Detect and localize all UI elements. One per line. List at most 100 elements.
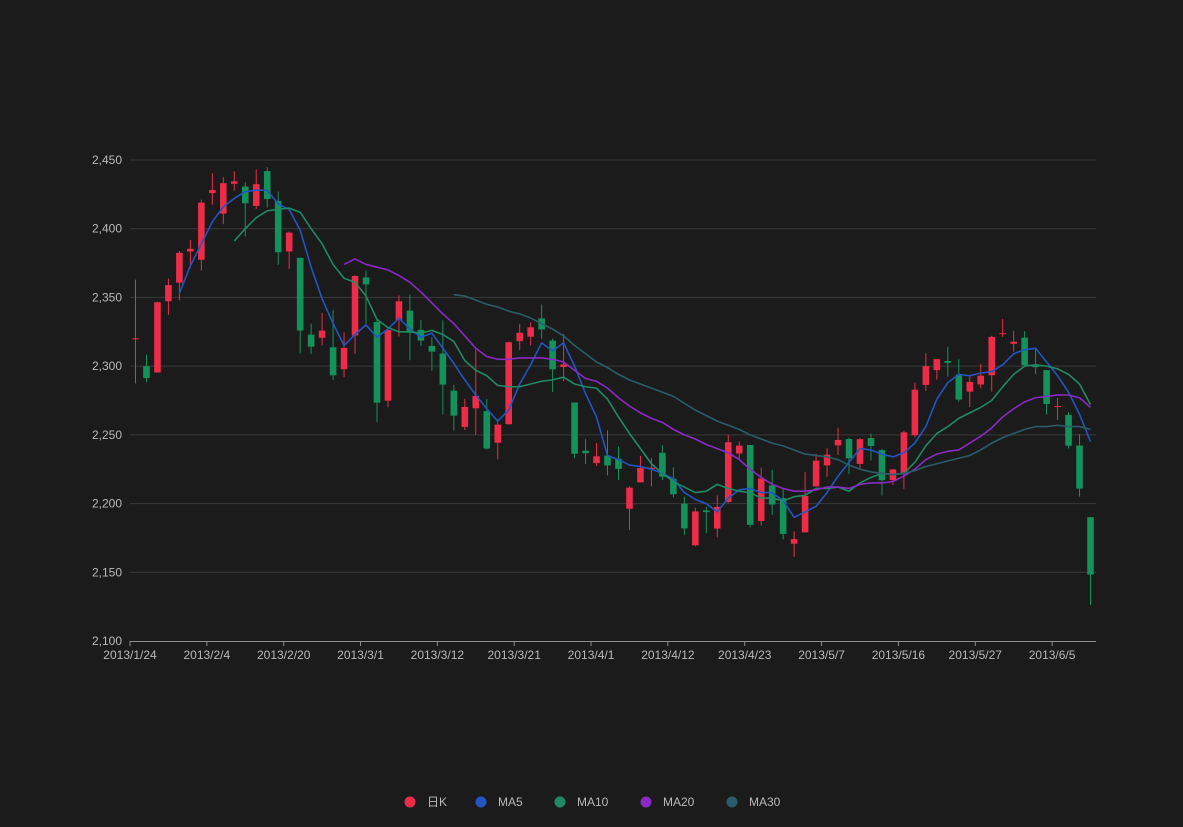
legend-item[interactable]: MA30 — [726, 795, 781, 809]
candle[interactable] — [977, 363, 985, 389]
candle[interactable] — [845, 437, 853, 475]
candle[interactable] — [1010, 330, 1017, 352]
candle[interactable] — [252, 169, 260, 209]
legend[interactable]: 日K MA5 MA10 MA20 MA30 — [404, 795, 781, 809]
candle[interactable] — [955, 359, 963, 402]
candle[interactable] — [571, 402, 578, 459]
x-tick-label: 2013/1/24 — [103, 648, 157, 662]
legend-item[interactable]: 日K — [404, 795, 448, 809]
candle[interactable] — [154, 301, 161, 373]
candle[interactable] — [900, 430, 908, 489]
candle[interactable] — [450, 384, 458, 431]
candle[interactable] — [165, 278, 172, 315]
candle[interactable] — [230, 171, 238, 191]
legend-item[interactable]: MA5 — [475, 795, 524, 809]
candle[interactable] — [856, 438, 864, 469]
candle[interactable] — [626, 486, 633, 531]
candle[interactable] — [143, 354, 150, 383]
candle[interactable] — [428, 337, 436, 371]
candle[interactable] — [878, 448, 886, 496]
candle[interactable] — [692, 507, 699, 547]
candle[interactable] — [329, 310, 337, 381]
candle[interactable] — [351, 275, 359, 354]
legend-item[interactable]: MA10 — [554, 795, 609, 809]
candle[interactable] — [922, 353, 930, 392]
candle[interactable] — [198, 199, 205, 271]
candle[interactable] — [779, 489, 787, 540]
candle[interactable] — [340, 332, 348, 378]
candle[interactable] — [1043, 370, 1050, 415]
candle[interactable] — [790, 531, 798, 557]
candle[interactable] — [318, 312, 326, 346]
candle[interactable] — [670, 467, 677, 498]
candle[interactable] — [406, 294, 414, 361]
y-tick-label: 2,450 — [92, 153, 122, 167]
candle[interactable] — [209, 173, 216, 205]
candle-body — [1010, 341, 1017, 344]
candle-body — [483, 411, 491, 449]
candle[interactable] — [867, 433, 875, 461]
candle-body — [318, 330, 326, 338]
candle[interactable] — [1032, 347, 1039, 375]
candle[interactable] — [933, 358, 941, 380]
candle-body — [812, 460, 820, 487]
candle[interactable] — [812, 454, 820, 487]
candle-body — [944, 360, 952, 363]
series-line-ma30[interactable] — [453, 293, 1091, 476]
candle[interactable] — [461, 398, 469, 431]
candle[interactable] — [801, 472, 809, 533]
candle-body — [977, 375, 985, 385]
candle[interactable] — [472, 349, 480, 435]
candle[interactable] — [1065, 411, 1072, 449]
candle[interactable] — [395, 295, 403, 337]
legend-label: MA10 — [577, 795, 609, 809]
candle[interactable] — [834, 427, 842, 455]
candle-body — [132, 338, 139, 340]
candle[interactable] — [724, 434, 732, 503]
candle[interactable] — [988, 335, 996, 392]
candle[interactable] — [274, 191, 282, 266]
candle[interactable] — [384, 327, 392, 408]
series-line-ma10[interactable] — [233, 207, 1092, 502]
candle[interactable] — [527, 322, 534, 346]
candle[interactable] — [703, 506, 710, 534]
candle[interactable] — [439, 320, 447, 415]
candle-body — [417, 329, 425, 341]
candle[interactable] — [1054, 397, 1061, 420]
candle[interactable] — [549, 338, 556, 393]
candle[interactable] — [263, 167, 271, 208]
candle[interactable] — [220, 177, 227, 225]
candle[interactable] — [746, 444, 754, 528]
candle[interactable] — [285, 231, 293, 270]
candle[interactable] — [593, 443, 600, 467]
candle[interactable] — [966, 376, 974, 408]
candle[interactable] — [637, 455, 644, 483]
candle-body — [801, 496, 809, 533]
candle[interactable] — [187, 239, 194, 269]
candle[interactable] — [713, 495, 721, 538]
candle[interactable] — [735, 441, 743, 460]
candle[interactable] — [132, 279, 139, 384]
candle[interactable] — [681, 496, 688, 535]
candle[interactable] — [494, 419, 502, 460]
candle-body — [911, 389, 919, 436]
candle[interactable] — [516, 323, 523, 351]
candle[interactable] — [560, 333, 567, 382]
candle[interactable] — [999, 318, 1006, 338]
series-line-ma5[interactable] — [178, 189, 1092, 519]
candle[interactable] — [582, 439, 589, 464]
candle-body — [867, 438, 875, 446]
candle[interactable] — [823, 448, 831, 477]
candle[interactable] — [307, 323, 315, 355]
candle[interactable] — [944, 346, 952, 377]
candle[interactable] — [1087, 517, 1094, 605]
candle-body — [472, 395, 480, 409]
legend-item[interactable]: MA20 — [640, 795, 695, 809]
candle[interactable] — [911, 382, 919, 438]
series-line-ma20[interactable] — [343, 258, 1092, 492]
candle-body — [296, 257, 304, 331]
candle-body — [768, 485, 776, 505]
candle[interactable] — [615, 446, 622, 480]
candle[interactable] — [1076, 433, 1083, 497]
candle[interactable] — [296, 257, 304, 354]
